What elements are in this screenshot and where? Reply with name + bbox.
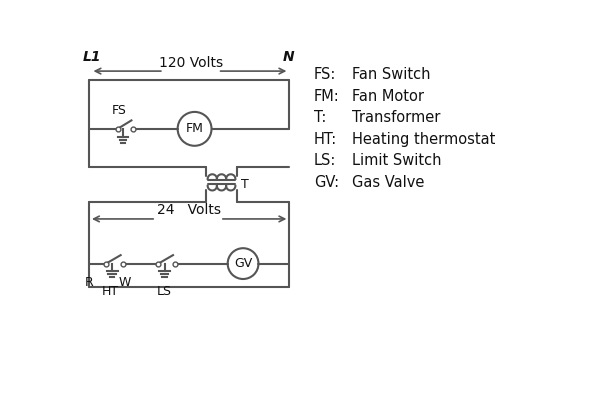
Text: Heating thermostat: Heating thermostat: [352, 132, 496, 147]
Text: 24   Volts: 24 Volts: [157, 203, 221, 218]
Text: HT: HT: [101, 285, 119, 298]
Text: GV:: GV:: [314, 175, 339, 190]
Text: Limit Switch: Limit Switch: [352, 154, 442, 168]
Text: LS: LS: [157, 285, 172, 298]
Text: R: R: [85, 276, 93, 289]
Text: T:: T:: [314, 110, 326, 125]
Text: Gas Valve: Gas Valve: [352, 175, 425, 190]
Text: Transformer: Transformer: [352, 110, 441, 125]
Text: Fan Motor: Fan Motor: [352, 89, 424, 104]
Text: FS: FS: [112, 104, 126, 116]
Text: GV: GV: [234, 257, 252, 270]
Text: FM:: FM:: [314, 89, 340, 104]
Text: T: T: [241, 178, 248, 191]
Text: LS:: LS:: [314, 154, 336, 168]
Text: FM: FM: [186, 122, 204, 135]
Text: L1: L1: [83, 50, 101, 64]
Text: 120 Volts: 120 Volts: [159, 56, 223, 70]
Text: W: W: [119, 276, 131, 289]
Text: FS:: FS:: [314, 67, 336, 82]
Text: HT:: HT:: [314, 132, 337, 147]
Text: N: N: [283, 50, 295, 64]
Text: Fan Switch: Fan Switch: [352, 67, 431, 82]
